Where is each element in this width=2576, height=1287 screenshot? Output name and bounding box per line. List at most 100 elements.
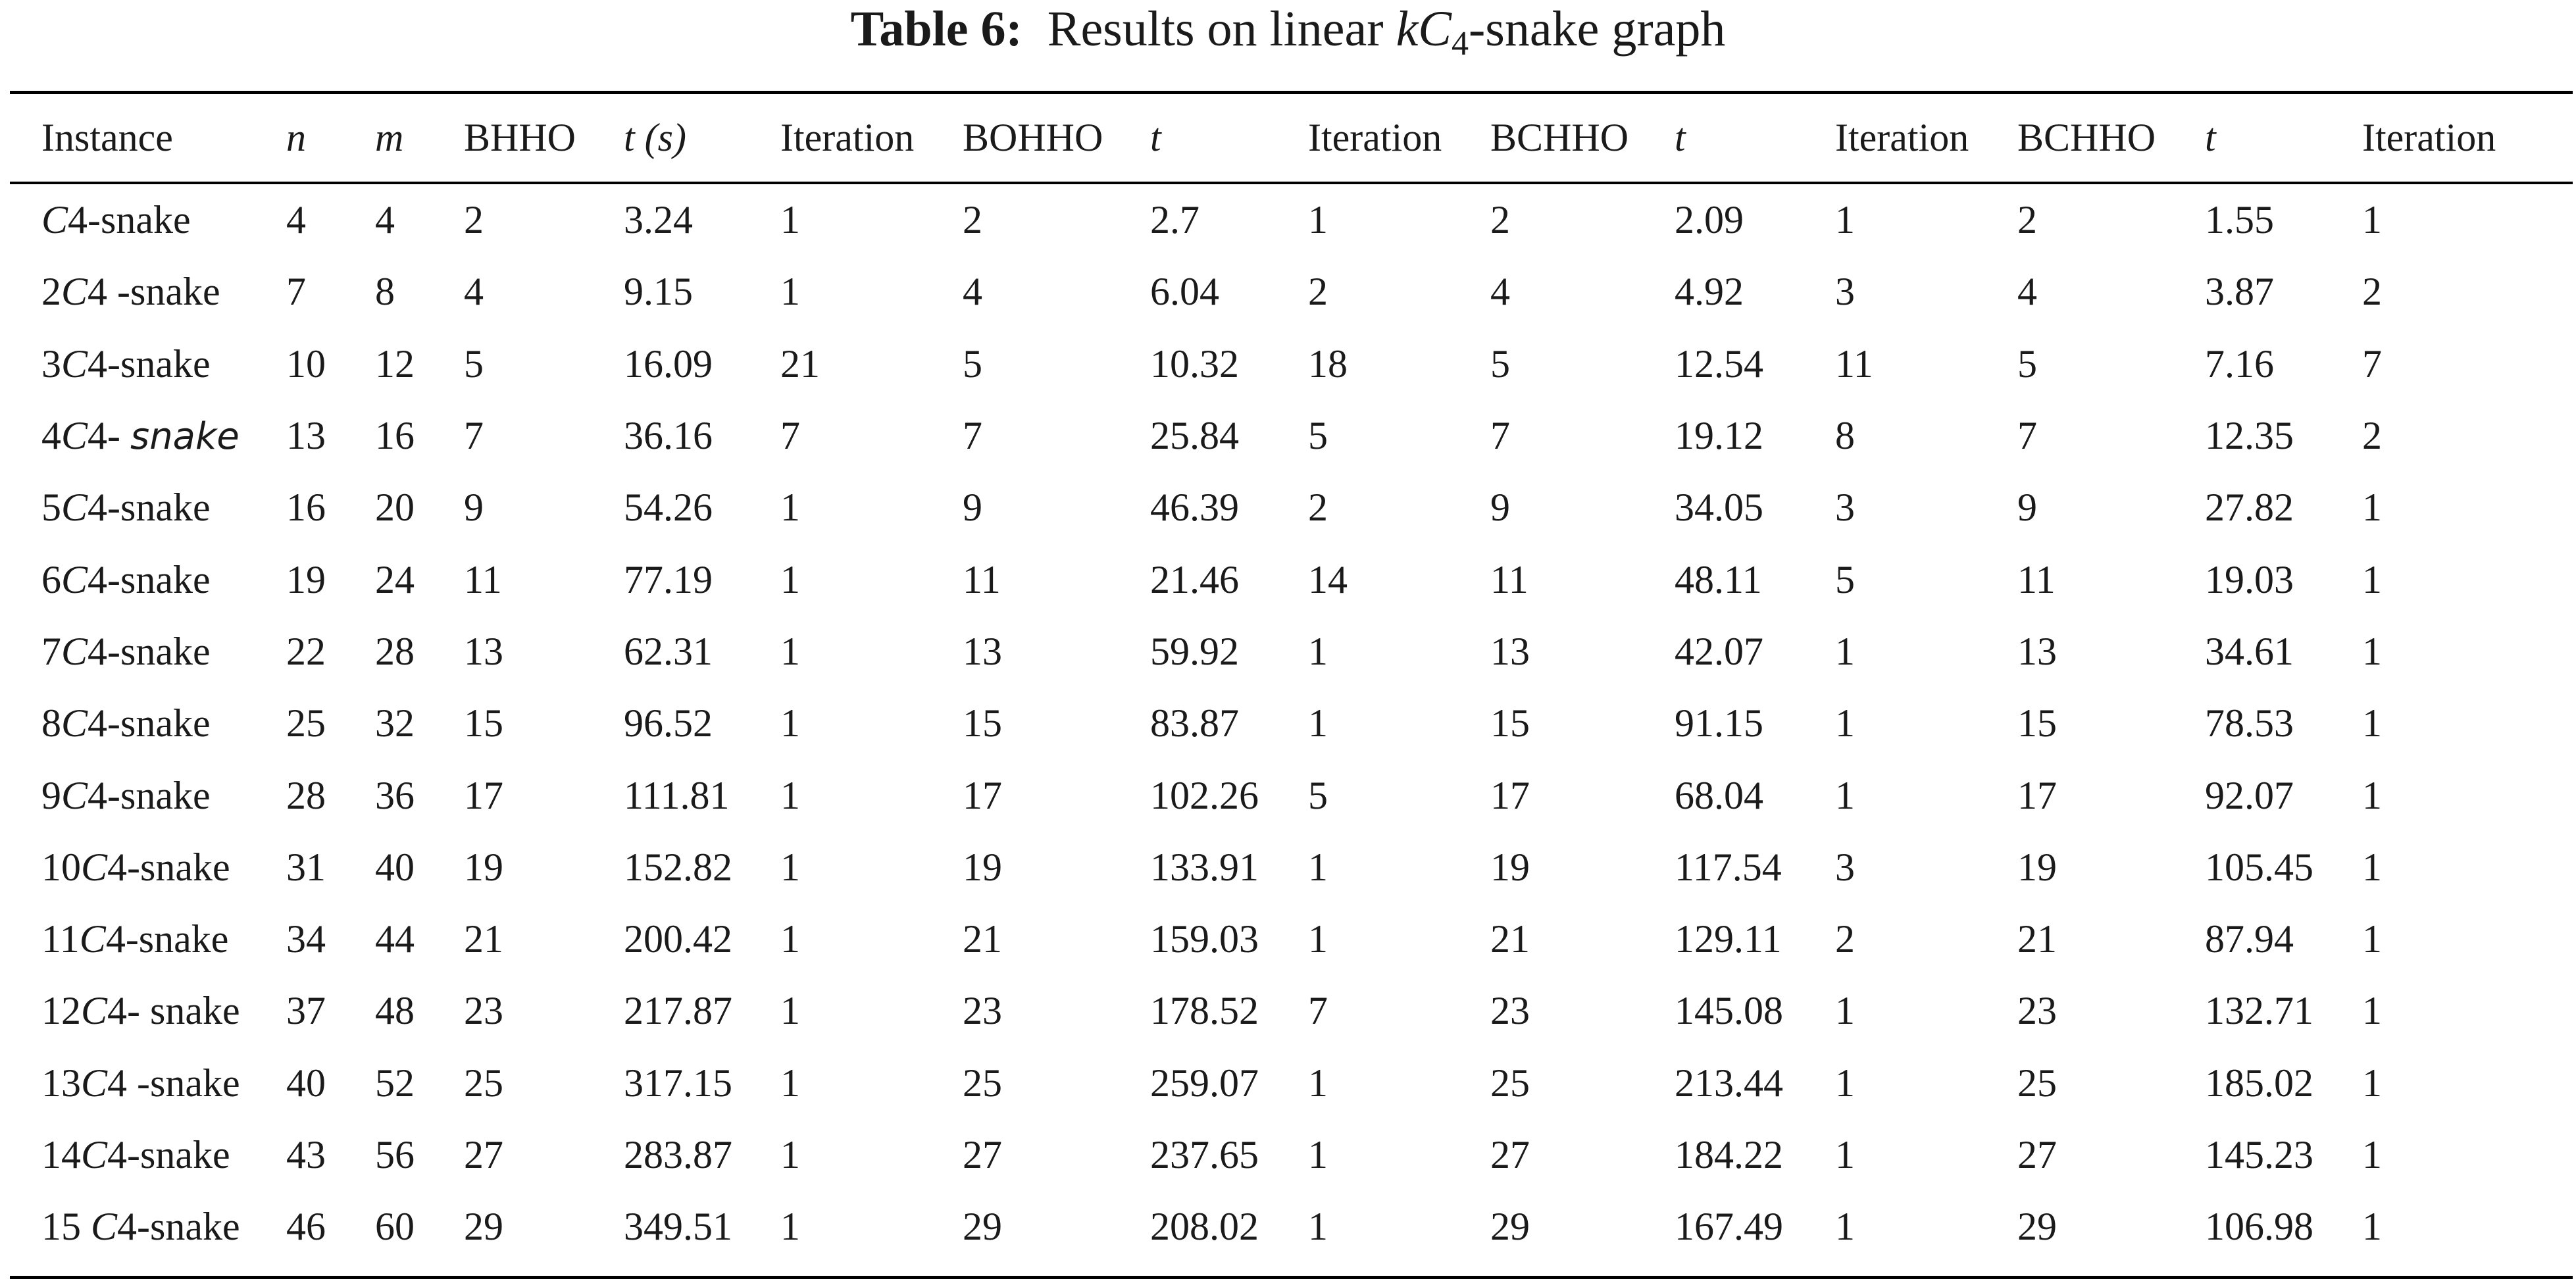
- cell-t-4: 27.82: [2205, 486, 2294, 530]
- cell-t-s: 200.42: [624, 917, 732, 961]
- cell-bhho: 23: [464, 989, 503, 1033]
- instance-cell: 11C4-snake: [10, 903, 255, 975]
- cell-bchho-1: 9: [1490, 486, 1510, 530]
- cell-m: 24: [375, 557, 415, 601]
- instance-pre: 9: [41, 773, 61, 817]
- cell-iteration-4: 1: [2362, 1205, 2382, 1249]
- cell-m: 44: [375, 917, 415, 961]
- cell-t-3: 19.12: [1675, 414, 1763, 458]
- table-row: 6C4-snake 19 24 11 77.19 1 11 21.46 14 11 48.11 5 11…: [10, 543, 2573, 615]
- cell-iteration-4: 1: [2362, 198, 2382, 242]
- instance-post: 4-snake: [88, 341, 211, 386]
- instance-mid: C: [61, 629, 88, 673]
- cell-t-2: 21.46: [1150, 557, 1239, 601]
- cell-t-3: 117.54: [1675, 845, 1782, 889]
- table-row: 9C4-snake 28 36 17 111.81 1 17 102.26 5 17 68.04 1 1…: [10, 759, 2573, 831]
- cell-bohho: 2: [963, 198, 982, 242]
- cell-t-s: 77.19: [624, 557, 713, 601]
- table-row: 14C4-snake 43 56 27 283.87 1 27 237.65 1 27 184.22…: [10, 1119, 2573, 1191]
- col-header-iteration-1: Iteration: [780, 116, 915, 159]
- cell-bhho: 7: [464, 414, 484, 458]
- cell-bchho-1: 2: [1490, 198, 1510, 242]
- cell-t-2: 46.39: [1150, 486, 1239, 530]
- cell-bchho-2: 4: [2017, 270, 2037, 314]
- cell-t-s: 96.52: [624, 701, 713, 745]
- table-row: 3C4-snake 10 12 5 16.09 21 5 10.32 18 5 12.54 11 5 7.…: [10, 328, 2573, 400]
- cell-bchho-2: 25: [2017, 1061, 2057, 1105]
- cell-bchho-2: 7: [2017, 414, 2037, 458]
- table-row: 5C4-snake 16 20 9 54.26 1 9 46.39 2 9 34.05 3 9 27.82…: [10, 472, 2573, 543]
- cell-iteration-3: 1: [1835, 773, 1855, 817]
- cell-t-3: 68.04: [1675, 773, 1763, 817]
- col-header-iteration-2: Iteration: [1308, 116, 1442, 159]
- cell-iteration-1: 1: [780, 917, 800, 961]
- cell-bhho: 17: [464, 773, 503, 817]
- instance-pre: 10: [41, 845, 81, 889]
- cell-iteration-1: 1: [780, 1205, 800, 1249]
- instance-cell: 12C4- snake: [10, 975, 255, 1047]
- cell-bohho: 27: [963, 1133, 1002, 1176]
- cell-iteration-2: 5: [1308, 414, 1328, 458]
- cell-t-s: 16.09: [624, 341, 713, 386]
- col-header-t-s: t (s): [592, 94, 749, 182]
- instance-post: 4-snake: [88, 557, 211, 601]
- cell-t-3: 2.09: [1675, 198, 1744, 242]
- cell-t-4: 1.55: [2205, 198, 2274, 242]
- cell-iteration-4: 1: [2362, 989, 2382, 1033]
- cell-n: 31: [286, 845, 326, 889]
- cell-bhho: 25: [464, 1061, 503, 1105]
- instance-mid: C: [61, 701, 88, 745]
- instance-mid: C: [61, 341, 88, 386]
- instance-cell: 3C4-snake: [10, 328, 255, 400]
- table-row: 7C4-snake 22 28 13 62.31 1 13 59.92 1 13 42.07 1 13 3…: [10, 616, 2573, 688]
- cell-iteration-2: 1: [1308, 845, 1328, 889]
- cell-t-4: 145.23: [2205, 1133, 2313, 1176]
- cell-t-s: 283.87: [624, 1133, 732, 1176]
- cell-bchho-1: 23: [1490, 989, 1530, 1033]
- cell-iteration-3: 5: [1835, 557, 1855, 601]
- cell-iteration-2: 18: [1308, 341, 1348, 386]
- instance-post: 4- snake: [107, 989, 240, 1033]
- cell-t-s: 217.87: [624, 989, 732, 1033]
- instance-pre: 11: [41, 917, 80, 961]
- caption-text-before: Results on linear: [1047, 1, 1396, 57]
- cell-bchho-2: 13: [2017, 629, 2057, 673]
- col-header-t-4: t: [2205, 116, 2216, 159]
- cell-m: 16: [375, 414, 415, 458]
- cell-n: 40: [286, 1061, 326, 1105]
- cell-bchho-2: 27: [2017, 1133, 2057, 1176]
- cell-iteration-1: 1: [780, 773, 800, 817]
- cell-bhho: 21: [464, 917, 503, 961]
- cell-bchho-1: 11: [1490, 557, 1528, 601]
- instance-pre: 7: [41, 629, 61, 673]
- instance-mid: C: [61, 486, 88, 530]
- cell-bchho-1: 4: [1490, 270, 1510, 314]
- table-row: 11C4-snake 34 44 21 200.42 1 21 159.03 1 21 129.11…: [10, 903, 2573, 975]
- col-header-bohho: BOHHO: [963, 116, 1103, 159]
- table-row: 10C4-snake 31 40 19 152.82 1 19 133.91 1 19 117.54…: [10, 832, 2573, 903]
- cell-iteration-1: 1: [780, 486, 800, 530]
- instance-pre: 15: [41, 1205, 91, 1249]
- cell-t-2: 259.07: [1150, 1061, 1259, 1105]
- cell-n: 22: [286, 629, 326, 673]
- results-table: Instance n m BHHO t (s) Iteration BOHHO …: [10, 94, 2573, 1263]
- cell-n: 7: [286, 270, 306, 314]
- instance-post: 4-snake: [88, 486, 211, 530]
- cell-t-s: 9.15: [624, 270, 693, 314]
- instance-post: 4 -snake: [107, 1061, 240, 1105]
- cell-t-3: 48.11: [1675, 557, 1762, 601]
- cell-t-4: 105.45: [2205, 845, 2313, 889]
- cell-bohho: 23: [963, 989, 1002, 1033]
- cell-t-4: 106.98: [2205, 1205, 2313, 1249]
- instance-pre: 13: [41, 1061, 81, 1105]
- instance-cell: 15 C4-snake: [10, 1191, 255, 1263]
- table-body: C4-snake 4 4 2 3.24 1 2 2.7 1 2 2.09 1 2 1.55 1 2C4 -sn…: [10, 182, 2573, 1263]
- cell-n: 25: [286, 701, 326, 745]
- cell-bchho-1: 29: [1490, 1205, 1530, 1249]
- instance-post: 4-snake: [88, 773, 211, 817]
- cell-iteration-2: 5: [1308, 773, 1328, 817]
- cell-t-4: 7.16: [2205, 341, 2274, 386]
- instance-cell: 10C4-snake: [10, 832, 255, 903]
- cell-t-s: 111.81: [624, 773, 730, 817]
- col-header-m: m: [375, 116, 404, 159]
